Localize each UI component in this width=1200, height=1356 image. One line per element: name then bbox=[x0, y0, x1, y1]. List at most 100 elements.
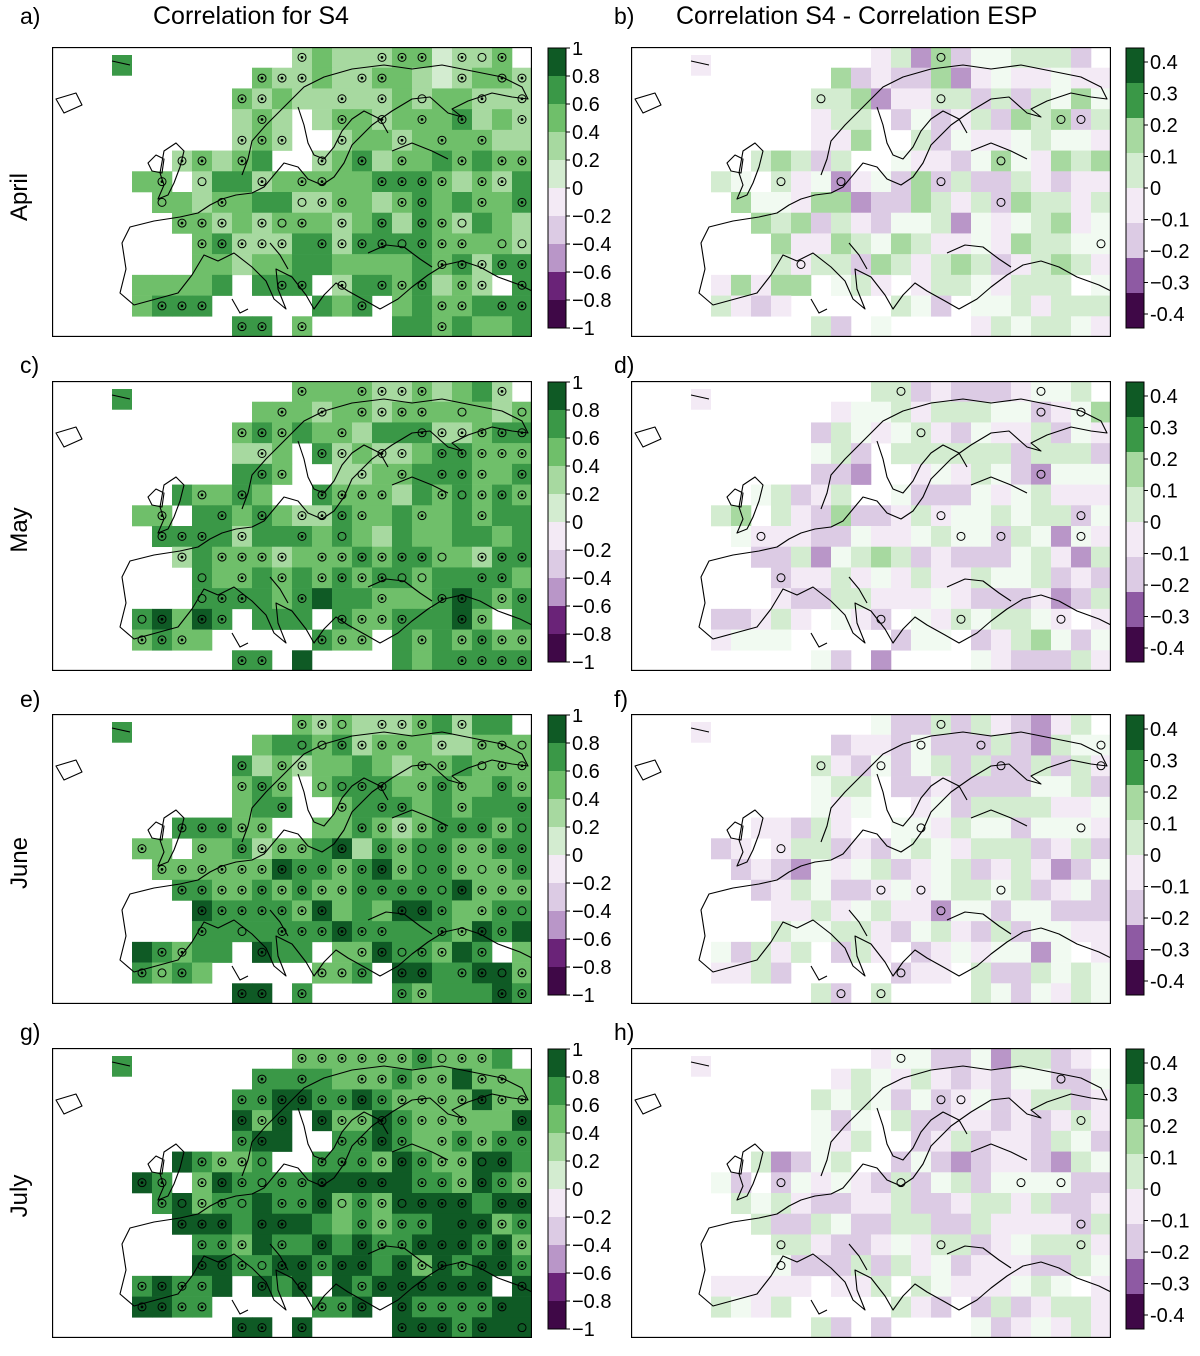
significance-circle bbox=[317, 511, 327, 521]
heatmap-cell bbox=[232, 796, 253, 818]
significance-circle bbox=[257, 428, 267, 438]
significance-circle bbox=[237, 864, 247, 874]
significance-dot bbox=[240, 138, 244, 142]
heatmap-cell bbox=[492, 233, 513, 255]
significance-circle bbox=[257, 844, 267, 854]
heatmap-cell bbox=[1031, 1296, 1052, 1318]
significance-circle bbox=[417, 52, 427, 62]
significance-circle bbox=[197, 823, 207, 833]
significance-circle bbox=[237, 761, 247, 771]
colorbar-segment bbox=[548, 1189, 566, 1218]
significance-circle bbox=[417, 511, 427, 521]
heatmap-cell bbox=[332, 150, 353, 172]
heatmap-cell bbox=[731, 859, 752, 881]
significance-circle bbox=[337, 531, 347, 541]
significance-circle bbox=[437, 906, 447, 916]
heatmap-cell bbox=[771, 546, 792, 568]
heatmap-cell bbox=[1051, 921, 1072, 943]
heatmap-cell bbox=[1091, 1255, 1111, 1277]
significance-circle bbox=[277, 1178, 287, 1188]
heatmap-cell bbox=[312, 254, 333, 276]
heatmap-cell bbox=[1071, 796, 1092, 818]
significance-dot bbox=[440, 138, 444, 142]
colorbar-tick-label: 0.8 bbox=[572, 1067, 600, 1089]
heatmap-cell bbox=[1091, 316, 1111, 337]
significance-circle bbox=[1076, 407, 1086, 417]
significance-circle bbox=[357, 1178, 367, 1188]
heatmap-cell bbox=[931, 776, 952, 798]
heatmap-cell bbox=[991, 983, 1012, 1004]
significance-dot bbox=[180, 1222, 184, 1226]
heatmap-cell bbox=[971, 109, 992, 131]
significance-circle bbox=[197, 239, 207, 249]
significance-circle bbox=[397, 1302, 407, 1312]
heatmap-cell bbox=[412, 567, 433, 589]
heatmap-cell bbox=[771, 921, 792, 943]
significance-circle bbox=[497, 844, 507, 854]
heatmap-cell bbox=[931, 879, 952, 901]
significance-circle bbox=[317, 490, 327, 500]
heatmap-cell bbox=[432, 1213, 453, 1235]
heatmap-cell bbox=[472, 714, 493, 736]
significance-circle bbox=[317, 1095, 327, 1105]
significance-circle bbox=[317, 635, 327, 645]
heatmap-cell bbox=[991, 755, 1012, 777]
significance-circle bbox=[417, 1074, 427, 1084]
significance-circle bbox=[1036, 407, 1046, 417]
heatmap-cell bbox=[711, 962, 732, 984]
heatmap-cell bbox=[1091, 1317, 1111, 1338]
significance-dot bbox=[480, 950, 484, 954]
heatmap-cell bbox=[991, 47, 1012, 69]
significance-dot bbox=[200, 1201, 204, 1205]
heatmap-cell bbox=[1011, 796, 1032, 818]
heatmap-cell bbox=[771, 1275, 792, 1297]
significance-circle bbox=[317, 782, 327, 791]
significance-circle bbox=[377, 52, 387, 62]
panel-label-f: f) bbox=[614, 686, 629, 712]
heatmap-cell bbox=[931, 254, 952, 276]
significance-circle bbox=[417, 239, 427, 249]
significance-circle bbox=[237, 1198, 247, 1208]
significance-dot bbox=[440, 764, 444, 768]
heatmap-cell bbox=[192, 192, 213, 214]
colorbar-tick-label: 0.1 bbox=[1150, 814, 1178, 836]
significance-circle bbox=[397, 1053, 407, 1063]
heatmap-cell bbox=[332, 817, 353, 839]
significance-dot bbox=[500, 1264, 504, 1267]
significance-circle bbox=[157, 947, 167, 957]
heatmap-cell bbox=[771, 962, 792, 984]
heatmap-cell bbox=[1091, 734, 1111, 756]
significance-dot bbox=[440, 221, 444, 225]
significance-dot bbox=[240, 555, 244, 559]
heatmap-cell bbox=[1031, 1068, 1052, 1090]
significance-dot bbox=[200, 242, 204, 246]
heatmap-cell bbox=[1071, 47, 1092, 69]
colorbar-tick-label: −0.3 bbox=[1150, 1274, 1189, 1296]
heatmap-cell bbox=[1071, 526, 1092, 548]
heatmap-cell bbox=[392, 588, 413, 610]
heatmap-cell bbox=[1051, 150, 1072, 172]
significance-circle bbox=[517, 260, 527, 269]
heatmap-cell bbox=[1011, 983, 1032, 1004]
significance-dot bbox=[320, 452, 324, 455]
significance-dot bbox=[480, 1284, 484, 1288]
significance-circle bbox=[477, 1074, 487, 1084]
heatmap-cell bbox=[392, 941, 413, 963]
heatmap-cell bbox=[951, 233, 972, 255]
heatmap-cell bbox=[931, 1048, 952, 1070]
significance-circle bbox=[397, 156, 407, 166]
heatmap-cell bbox=[412, 295, 433, 317]
colorbar-segment bbox=[548, 438, 566, 467]
significance-dot bbox=[240, 576, 244, 580]
heatmap-cell bbox=[811, 588, 832, 610]
heatmap-cell bbox=[891, 484, 912, 506]
heatmap-cell bbox=[991, 567, 1012, 589]
significance-circle bbox=[197, 1219, 207, 1229]
significance-dot bbox=[300, 221, 304, 225]
significance-circle bbox=[417, 989, 427, 999]
heatmap-cell bbox=[811, 817, 832, 839]
significance-circle bbox=[497, 260, 507, 269]
heatmap-cell bbox=[911, 734, 932, 756]
significance-circle bbox=[337, 614, 347, 624]
significance-dot bbox=[300, 909, 304, 913]
